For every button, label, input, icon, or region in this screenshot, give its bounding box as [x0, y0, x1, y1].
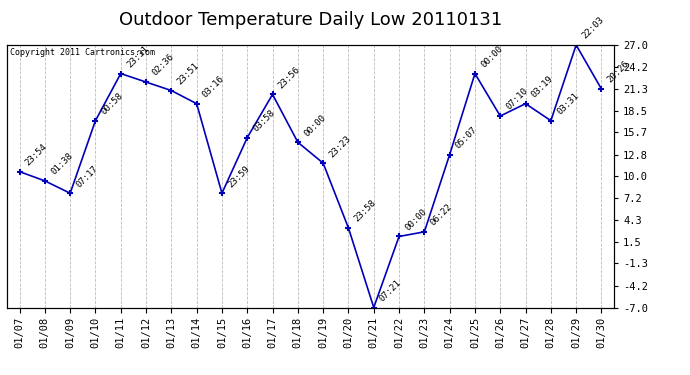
- Text: 03:31: 03:31: [555, 91, 580, 117]
- Text: 23:23: 23:23: [327, 134, 353, 159]
- Text: 00:00: 00:00: [302, 113, 327, 138]
- Text: 05:07: 05:07: [454, 125, 479, 150]
- Text: 03:16: 03:16: [201, 74, 226, 99]
- Text: 07:21: 07:21: [378, 278, 403, 303]
- Text: 00:58: 00:58: [99, 91, 125, 117]
- Text: 00:00: 00:00: [479, 44, 504, 69]
- Text: 23:59: 23:59: [226, 164, 251, 189]
- Text: Outdoor Temperature Daily Low 20110131: Outdoor Temperature Daily Low 20110131: [119, 11, 502, 29]
- Text: 20:26: 20:26: [606, 60, 631, 85]
- Text: 06:22: 06:22: [428, 202, 454, 228]
- Text: 22:03: 22:03: [580, 15, 606, 41]
- Text: 03:58: 03:58: [251, 108, 277, 134]
- Text: 07:10: 07:10: [504, 87, 530, 112]
- Text: 03:19: 03:19: [530, 74, 555, 99]
- Text: 23:54: 23:54: [23, 142, 49, 168]
- Text: 07:17: 07:17: [75, 164, 99, 189]
- Text: 23:58: 23:58: [353, 198, 378, 224]
- Text: 01:38: 01:38: [49, 152, 75, 177]
- Text: Copyright 2011 Cartronics.com: Copyright 2011 Cartronics.com: [10, 48, 155, 57]
- Text: 23:56: 23:56: [277, 65, 302, 90]
- Text: 23:51: 23:51: [175, 61, 201, 86]
- Text: 02:36: 02:36: [150, 53, 175, 78]
- Text: 00:00: 00:00: [403, 207, 428, 232]
- Text: 23:31: 23:31: [125, 44, 150, 69]
